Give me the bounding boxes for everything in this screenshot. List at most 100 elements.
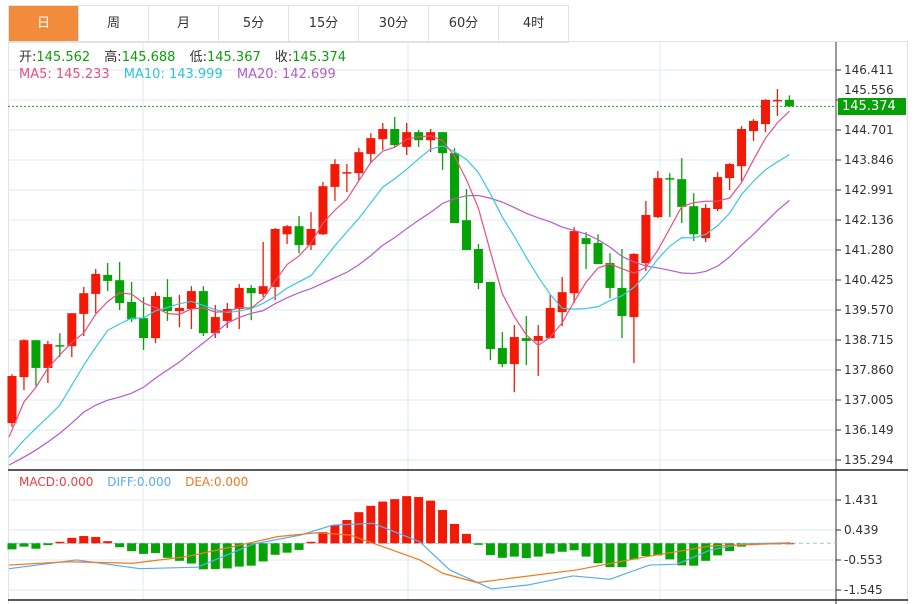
ma10-line — [8, 145, 790, 458]
candle-body — [473, 248, 483, 284]
macd-bar — [473, 543, 483, 545]
candle — [31, 340, 41, 387]
macd-bar — [127, 543, 137, 552]
candle-body — [198, 291, 208, 334]
tab-0[interactable]: 日 — [9, 6, 79, 42]
candle — [545, 294, 555, 339]
candle-body — [222, 308, 232, 321]
high-value: 145.688 — [121, 50, 176, 65]
candle — [186, 286, 196, 329]
candle — [342, 164, 352, 193]
candle — [701, 204, 711, 242]
close-label: 收: — [274, 50, 293, 65]
candle — [162, 279, 172, 321]
ma-readout: MA5: 145.233 MA10: 143.999 MA20: 142.699 — [19, 67, 346, 83]
macd-bar — [198, 543, 208, 570]
macd-bar — [258, 543, 268, 562]
macd-bar — [234, 543, 244, 567]
candle — [677, 158, 687, 224]
candle-body — [665, 178, 675, 180]
candle-body — [103, 274, 113, 281]
macd-tick-label: 0.439 — [844, 523, 878, 537]
tab-7[interactable]: 4时 — [499, 6, 569, 42]
macd-bar — [139, 543, 149, 554]
macd-bar — [103, 541, 113, 544]
high-label: 高: — [104, 50, 122, 65]
candle — [270, 227, 280, 301]
candle — [521, 316, 531, 366]
candle — [569, 227, 579, 304]
candle — [55, 333, 65, 358]
tab-6[interactable]: 60分 — [429, 6, 499, 42]
candle — [737, 126, 747, 181]
candle-body — [617, 287, 627, 317]
ma20-value: MA20: 142.699 — [236, 67, 336, 82]
candle-body — [43, 344, 53, 368]
candle-body — [581, 238, 591, 245]
candle — [689, 193, 699, 241]
macd-bar — [461, 533, 471, 544]
candle — [103, 263, 113, 292]
candle-body — [390, 128, 400, 146]
candles-group — [7, 88, 794, 427]
diff-line — [8, 522, 791, 590]
price-tick-label: 142.991 — [844, 183, 894, 197]
price-tick-label: 137.860 — [844, 363, 894, 377]
candle — [282, 225, 292, 245]
candle-body — [737, 128, 747, 167]
macd-bar — [605, 543, 615, 568]
price-tick-label: 144.701 — [844, 123, 894, 137]
price-tick-label: 136.149 — [844, 423, 894, 437]
macd-bar — [7, 543, 17, 550]
price-tick-label: 141.280 — [844, 243, 894, 257]
tab-4[interactable]: 15分 — [289, 6, 359, 42]
candle-body — [294, 226, 304, 246]
candle — [629, 253, 639, 364]
macd-bar — [581, 543, 591, 557]
candle — [557, 277, 567, 327]
tab-5[interactable]: 30分 — [359, 6, 429, 42]
candle — [509, 325, 519, 393]
macd-bar — [19, 543, 29, 547]
candle — [533, 325, 543, 377]
macd-bar — [414, 497, 424, 544]
macd-bar — [665, 543, 675, 560]
candle-body — [713, 177, 723, 209]
candle — [246, 285, 256, 321]
candle-body — [151, 296, 161, 339]
macd-bar — [294, 543, 304, 550]
candle — [784, 95, 794, 107]
close-value: 145.374 — [292, 50, 347, 65]
candle — [198, 286, 208, 337]
candle-body — [342, 172, 352, 174]
low-label: 低: — [189, 50, 207, 65]
candle — [234, 284, 244, 329]
macd-bar — [450, 523, 460, 544]
candle-body — [306, 228, 316, 246]
macd-tick-label: 1.431 — [844, 493, 878, 507]
candle-body — [234, 287, 244, 309]
candle — [79, 286, 89, 337]
tab-1[interactable]: 周 — [79, 6, 149, 42]
macd-bar — [402, 496, 412, 544]
macd-bar — [67, 537, 77, 544]
price-tick-label: 137.005 — [844, 393, 894, 407]
macd-bar — [557, 543, 567, 552]
candle — [760, 99, 770, 133]
candle-body — [497, 347, 507, 365]
price-tick-label: 138.715 — [844, 333, 894, 347]
macd-bar — [246, 543, 256, 566]
candle-body — [186, 291, 196, 309]
candle — [473, 244, 483, 289]
price-tick-label: 140.425 — [844, 273, 894, 287]
tab-2[interactable]: 月 — [149, 6, 219, 42]
candle-body — [282, 226, 292, 235]
price-tick-label: 145.556 — [844, 83, 894, 97]
macd-bar — [533, 543, 543, 557]
tab-3[interactable]: 5分 — [219, 6, 289, 42]
last-price-tag: 145.374 — [838, 98, 906, 115]
candle-body — [19, 340, 29, 378]
candle-body — [725, 164, 735, 179]
macd-bar — [354, 512, 364, 544]
